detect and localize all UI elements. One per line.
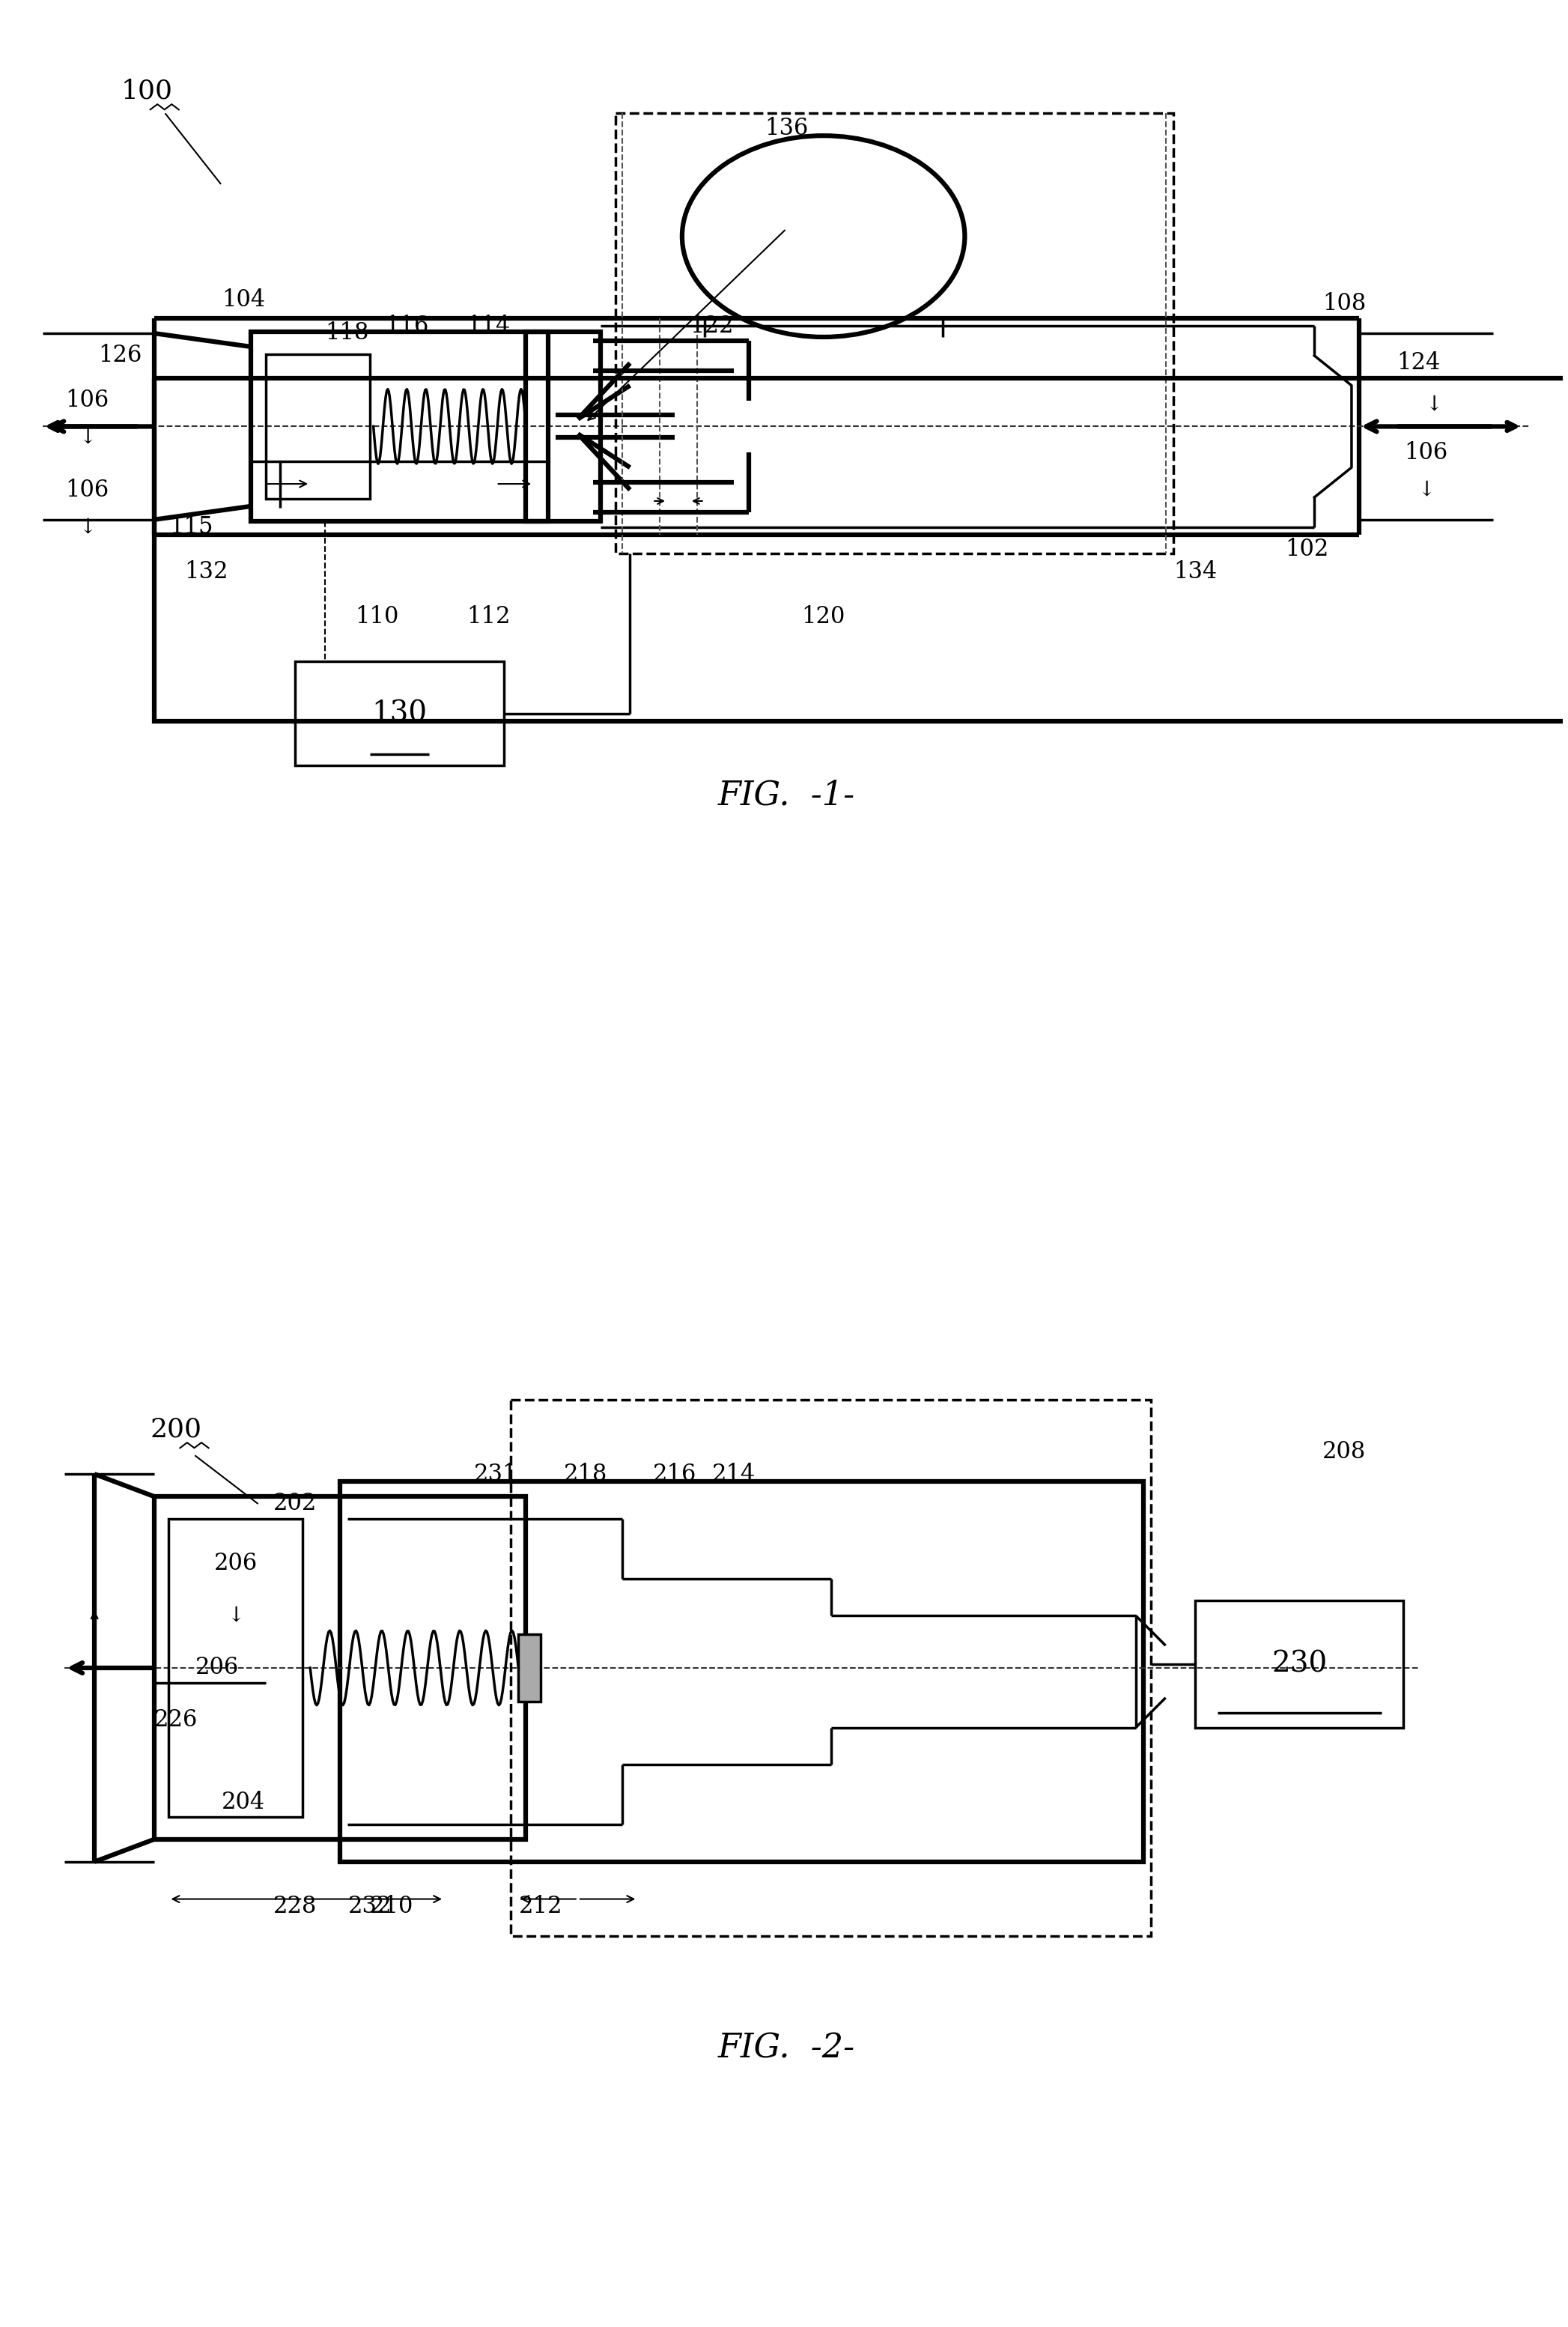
Bar	[525, 333, 601, 521]
Text: 228: 228	[273, 1894, 317, 1917]
Bar	[251, 333, 549, 521]
Text: 104: 104	[221, 289, 265, 312]
Bar	[615, 114, 1173, 554]
Text: 112: 112	[467, 605, 511, 628]
Bar	[154, 377, 1568, 721]
Text: 202: 202	[273, 1492, 317, 1515]
Text: ↓: ↓	[1417, 479, 1435, 500]
Text: 134: 134	[1173, 561, 1217, 584]
Bar	[265, 354, 370, 498]
Bar	[295, 661, 503, 766]
Text: 110: 110	[356, 605, 398, 628]
Text: 118: 118	[326, 321, 368, 344]
Text: 210: 210	[370, 1894, 414, 1917]
Text: 226: 226	[154, 1708, 198, 1731]
Text: 214: 214	[712, 1461, 756, 1485]
Text: ↓: ↓	[1425, 393, 1443, 414]
Text: 230: 230	[1272, 1650, 1327, 1678]
Bar	[1195, 1601, 1403, 1727]
Text: 231: 231	[474, 1461, 517, 1485]
Text: 136: 136	[764, 116, 808, 140]
Text: 208: 208	[1322, 1440, 1366, 1464]
Text: ↓: ↓	[78, 428, 96, 447]
Text: 108: 108	[1322, 291, 1366, 314]
Text: 130: 130	[372, 700, 426, 728]
Bar	[340, 1482, 1143, 1862]
Text: 206: 206	[213, 1552, 257, 1575]
Text: 206: 206	[196, 1657, 238, 1680]
Text: 115: 115	[169, 517, 213, 540]
Bar	[511, 1399, 1151, 1936]
Text: 218: 218	[563, 1461, 607, 1485]
Text: FIG.  -1-: FIG. -1-	[718, 780, 855, 812]
Bar	[154, 1496, 525, 1838]
Text: 106: 106	[66, 389, 108, 412]
Text: 200: 200	[151, 1417, 202, 1443]
Text: 120: 120	[801, 605, 845, 628]
Text: 102: 102	[1286, 538, 1328, 561]
Text: 124: 124	[1397, 351, 1441, 375]
Text: 106: 106	[66, 479, 108, 500]
Text: 100: 100	[121, 79, 172, 105]
Text: 116: 116	[386, 314, 428, 337]
Text: 126: 126	[99, 344, 143, 368]
Text: FIG.  -2-: FIG. -2-	[718, 2031, 855, 2064]
Text: ↓: ↓	[78, 517, 96, 538]
Text: 122: 122	[690, 314, 734, 337]
Text: 106: 106	[1403, 440, 1447, 463]
Text: 232: 232	[348, 1894, 392, 1917]
Text: 212: 212	[519, 1894, 563, 1917]
Bar	[169, 1520, 303, 1817]
Bar	[519, 1634, 541, 1701]
Text: ↓: ↓	[227, 1606, 245, 1627]
Text: 132: 132	[183, 561, 227, 584]
Text: 216: 216	[652, 1461, 696, 1485]
Text: 204: 204	[221, 1789, 265, 1813]
Text: 114: 114	[467, 314, 511, 337]
